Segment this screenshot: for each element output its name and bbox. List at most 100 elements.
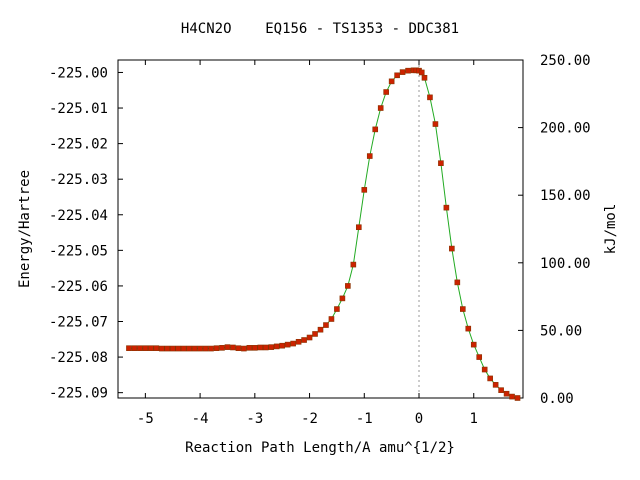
- data-point: [273, 343, 280, 350]
- data-point: [306, 334, 313, 341]
- y2-tick-label: 100.00: [540, 256, 591, 272]
- data-point: [158, 345, 165, 352]
- data-point: [459, 306, 466, 312]
- data-point: [372, 126, 379, 133]
- data-point: [377, 105, 384, 111]
- y-axis-label: Energy/Hartree: [17, 170, 33, 288]
- data-point: [487, 375, 493, 382]
- x-tick-label: 0: [415, 411, 423, 427]
- y-tick-label: -225.03: [49, 172, 108, 188]
- y-tick-label: -225.04: [49, 208, 108, 224]
- data-point: [454, 279, 461, 286]
- data-point: [224, 344, 231, 350]
- data-point: [361, 187, 368, 193]
- data-point: [394, 72, 400, 79]
- y-tick-label: -225.05: [49, 243, 108, 259]
- data-point: [186, 345, 192, 352]
- y2-tick-label: 200.00: [540, 121, 591, 137]
- data-point: [421, 74, 428, 81]
- data-point: [262, 344, 269, 351]
- x-tick-label: -4: [192, 411, 209, 427]
- data-point: [492, 382, 499, 388]
- plot-frame: [117, 59, 524, 399]
- data-point: [405, 67, 411, 74]
- data-point: [290, 340, 296, 347]
- data-point: [509, 393, 515, 400]
- y-tick-label: -225.01: [49, 101, 108, 117]
- data-point: [427, 94, 433, 101]
- data-point: [334, 306, 340, 312]
- data-point: [465, 325, 472, 332]
- data-point: [164, 345, 171, 352]
- data-point: [328, 316, 335, 322]
- data-point: [399, 69, 406, 75]
- x-tick-label: -3: [246, 411, 263, 427]
- y-tick-label: -225.06: [49, 279, 108, 295]
- data-point: [235, 345, 242, 351]
- data-point: [366, 153, 373, 159]
- data-point: [126, 345, 132, 351]
- y2-axis-label: kJ/mol: [603, 204, 619, 255]
- y2-tick-label: 50.00: [540, 323, 582, 339]
- data-point: [230, 344, 236, 351]
- data-point: [503, 390, 510, 397]
- x-tick-label: -1: [356, 411, 373, 427]
- data-point: [197, 345, 203, 352]
- data-point: [153, 345, 160, 351]
- y2-tick-label: 250.00: [540, 53, 591, 69]
- y-tick-label: -225.07: [49, 315, 108, 331]
- y2-tick-label: 0.00: [540, 391, 574, 407]
- data-point: [219, 345, 225, 351]
- x-tick-label: -2: [301, 411, 318, 427]
- data-point: [257, 344, 264, 351]
- data-point: [279, 342, 285, 349]
- data-point: [191, 345, 198, 352]
- data-point: [388, 78, 395, 85]
- data-point: [175, 345, 181, 352]
- chart-title: H4CN2O EQ156 - TS1353 - DDC381: [181, 21, 459, 37]
- data-point: [350, 261, 357, 268]
- x-tick-label: 1: [470, 411, 478, 427]
- data-point: [449, 245, 455, 252]
- data-point: [284, 341, 291, 348]
- data-point: [295, 338, 302, 345]
- y-axis-right: 0.00 50.00 100.00 150.00 200.00 250.00: [518, 53, 591, 407]
- data-point: [169, 345, 176, 352]
- y-tick-label: -225.09: [49, 386, 108, 402]
- y-axis-left: -225.00 -225.01 -225.02 -225.03 -225.04 -225.…: [49, 65, 123, 402]
- data-point: [148, 345, 154, 351]
- x-tick-label: -5: [137, 411, 154, 427]
- data-point: [241, 345, 247, 352]
- x-axis-label: Reaction Path Length/A amu^{1/2}: [185, 440, 455, 456]
- y2-tick-label: 150.00: [540, 188, 591, 204]
- x-axis: -5 -4 -3 -2 -1 0 1: [137, 60, 478, 427]
- data-point: [383, 89, 389, 95]
- data-point: [418, 69, 425, 76]
- data-point: [476, 354, 483, 360]
- y-tick-label: -225.00: [49, 65, 108, 81]
- y-tick-label: -225.08: [49, 350, 108, 366]
- data-point: [301, 337, 307, 343]
- data-point: [137, 345, 143, 351]
- data-point: [514, 395, 521, 401]
- data-point: [213, 345, 220, 351]
- data-point: [246, 345, 253, 351]
- data-point: [481, 366, 488, 373]
- data-point: [202, 345, 209, 352]
- data-point: [470, 341, 477, 348]
- data-point: [345, 283, 351, 289]
- data-point: [432, 121, 439, 127]
- data-point: [208, 345, 214, 352]
- y-tick-label: -225.02: [49, 137, 108, 153]
- data-point: [142, 345, 149, 351]
- data-point: [443, 204, 450, 211]
- data-point: [438, 160, 444, 166]
- data-point: [339, 295, 346, 302]
- data-point: [317, 326, 324, 333]
- data-point: [180, 345, 187, 352]
- data-point: [131, 345, 138, 351]
- series-points: [126, 67, 521, 401]
- data-point: [252, 345, 258, 351]
- data-point: [268, 344, 275, 350]
